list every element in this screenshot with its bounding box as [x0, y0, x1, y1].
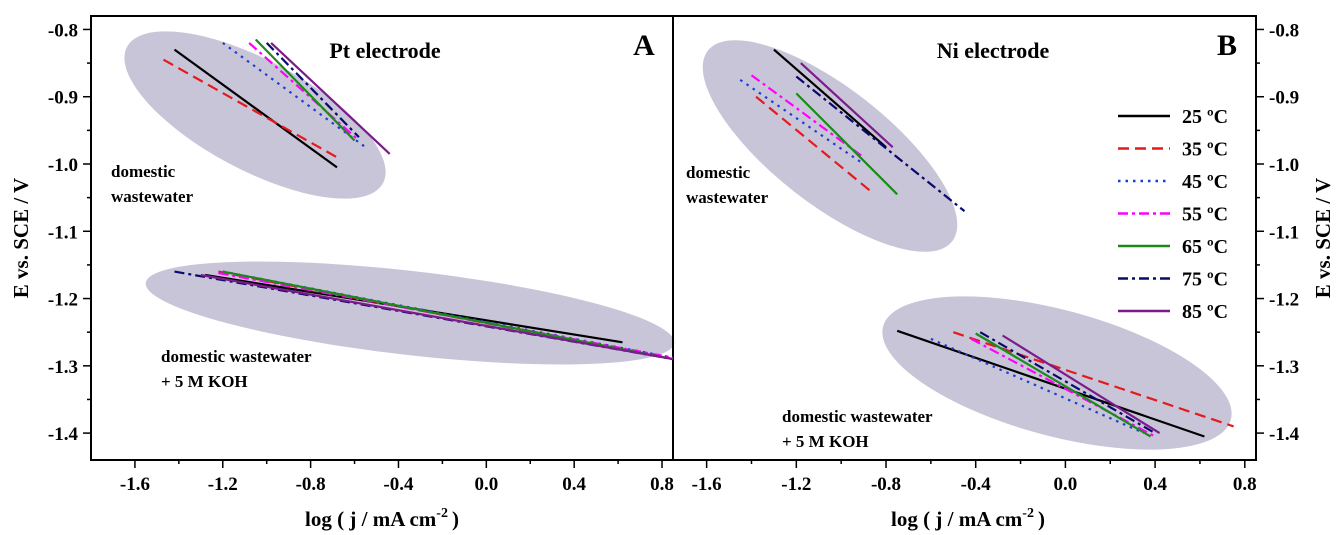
legend-label-2: 45 ºC: [1182, 171, 1228, 193]
y-tick-label-b-6: -1.4: [1269, 424, 1300, 445]
y-tick-label-b-1: -0.9: [1269, 88, 1299, 109]
series-line-b-0-1: [896, 329, 1205, 438]
legend-label-3: 55 ºC: [1182, 204, 1228, 226]
series-line-b-3-0: [750, 74, 865, 159]
series-line-b-6-1: [1002, 334, 1161, 435]
axis-ticks: [83, 28, 1264, 468]
ni-annotation-koh: domestic wastewater + 5 M KOH: [782, 407, 937, 451]
panel-a-title: Pt electrode: [329, 38, 441, 63]
series-line-a-0-0: [173, 48, 338, 169]
series-line-b-6-0: [800, 62, 894, 149]
x-tick-label-a-3: -0.4: [383, 474, 414, 495]
legend-label-1: 35 ºC: [1182, 139, 1228, 161]
x-tick-label-b-5: 0.4: [1143, 474, 1167, 495]
x-tick-label-a-4: 0.0: [474, 474, 498, 495]
x-axis-title-b: log ( j / mA cm-2): [891, 506, 1045, 531]
series-line-b-1-1: [952, 331, 1234, 428]
x-tick-label-a-2: -0.8: [296, 474, 326, 495]
series-line-a-5-0: [265, 42, 360, 138]
legend-label-5: 75 ºC: [1182, 269, 1228, 291]
y-tick-label-b-3: -1.1: [1269, 222, 1299, 243]
x-tick-label-a-1: -1.2: [208, 474, 238, 495]
x-tick-label-a-0: -1.6: [120, 474, 150, 495]
series-line-b-2-1: [930, 337, 1145, 435]
series-line-a-4-1: [222, 270, 674, 361]
legend-label-4: 65 ºC: [1182, 236, 1228, 258]
y-tick-label-a-4: -1.2: [48, 290, 78, 311]
series-line-b-2-0: [739, 78, 865, 165]
series-line-b-1-0: [755, 95, 871, 192]
x-tick-label-b-0: -1.6: [692, 474, 722, 495]
x-tick-label-a-5: 0.4: [562, 474, 586, 495]
y-tick-label-b-4: -1.2: [1269, 290, 1299, 311]
legend-label-0: 25 ºC: [1182, 106, 1228, 128]
y-tick-label-b-0: -0.8: [1269, 20, 1299, 41]
series-line-b-5-0: [795, 75, 966, 212]
ni-wastewater-region: [702, 40, 958, 252]
pt-annotation-wastewater: domestic wastewater: [111, 162, 194, 206]
panel-a-lines: [162, 38, 674, 361]
y-tick-label-a-5: -1.3: [48, 357, 78, 378]
panel-b-frame: [672, 15, 1257, 461]
y-tick-label-a-1: -0.9: [48, 88, 78, 109]
y-axis-title-right: E vs. SCE / V: [1311, 178, 1335, 298]
x-tick-label-a-6: 0.8: [650, 474, 674, 495]
shaded-regions: [124, 31, 1232, 450]
legend-label-6: 85 ºC: [1182, 301, 1228, 323]
y-tick-label-b-5: -1.3: [1269, 357, 1299, 378]
x-axis-title-a: log ( j / mA cm-2): [305, 506, 459, 531]
series-line-b-4-0: [795, 92, 898, 196]
x-tick-label-b-4: 0.0: [1054, 474, 1078, 495]
panel-b-letter: B: [1217, 29, 1237, 62]
y-tick-label-a-0: -0.8: [48, 20, 78, 41]
ni-annotation-wastewater: domestic wastewater: [686, 163, 769, 207]
x-tick-label-b-6: 0.8: [1233, 474, 1257, 495]
series-line-b-4-1: [975, 332, 1152, 438]
axis-tick-labels: -1.6 -1.2 -0.8 -0.4 0.0 0.4 0.8 -0.8 -0.9 -1.0 -1.…: [48, 20, 1300, 495]
legend: 25 ºC 35 ºC 45 ºC 55 ºC 65 ºC 75 ºC 85 ºC: [1118, 106, 1228, 323]
y-axis-title-left: E vs. SCE / V: [9, 178, 33, 298]
ni-koh-region: [882, 296, 1232, 450]
y-tick-label-b-2: -1.0: [1269, 155, 1299, 176]
series-line-a-3-0: [248, 42, 360, 142]
series-line-a-6-0: [270, 42, 391, 155]
panel-b-lines: [739, 48, 1234, 438]
series-line-b-5-1: [979, 331, 1156, 435]
x-tick-label-b-2: -0.8: [871, 474, 901, 495]
y-tick-label-a-3: -1.1: [48, 222, 78, 243]
panel-a-letter: A: [633, 29, 655, 62]
y-tick-label-a-2: -1.0: [48, 155, 78, 176]
series-line-a-4-0: [254, 38, 356, 142]
panel-b-title: Ni electrode: [937, 38, 1050, 63]
x-tick-label-b-1: -1.2: [781, 474, 811, 495]
pt-wastewater-region: [124, 31, 386, 199]
series-line-b-0-0: [773, 48, 887, 149]
series-line-a-6-1: [200, 273, 674, 361]
x-tick-label-b-3: -0.4: [961, 474, 992, 495]
pt-annotation-koh: domestic wastewater + 5 M KOH: [161, 347, 316, 391]
y-tick-label-a-6: -1.4: [48, 424, 79, 445]
